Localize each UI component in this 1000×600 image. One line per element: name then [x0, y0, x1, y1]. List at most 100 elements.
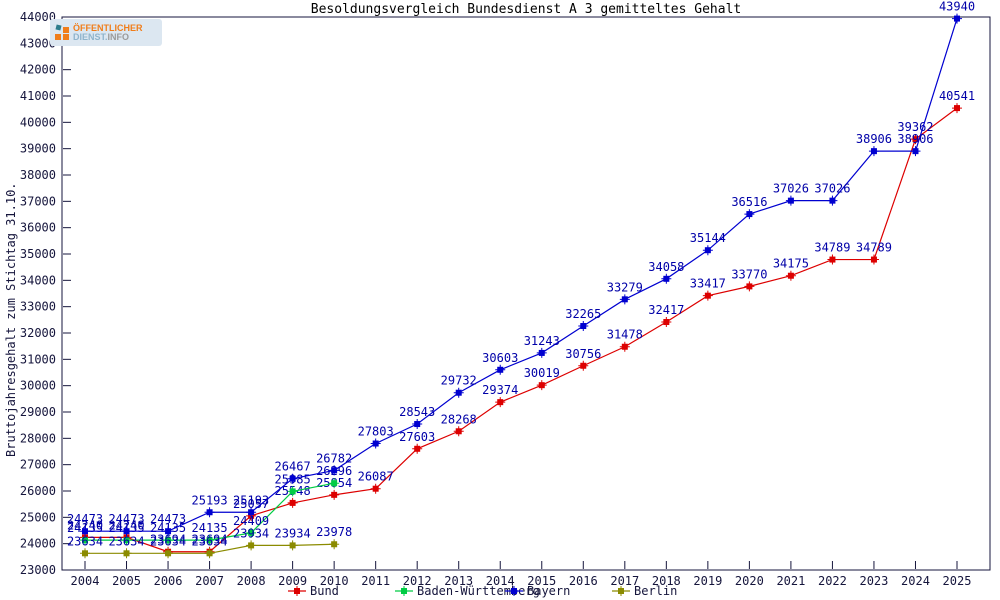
svg-text:23634: 23634 [150, 534, 186, 548]
svg-text:24473: 24473 [67, 512, 103, 526]
svg-text:28543: 28543 [399, 405, 435, 419]
svg-text:2025: 2025 [943, 574, 972, 588]
logo-orange-square [55, 33, 61, 40]
svg-text:29000: 29000 [20, 405, 56, 419]
svg-text:43940: 43940 [939, 0, 975, 14]
logo-orange-square [63, 26, 69, 33]
svg-text:27803: 27803 [358, 425, 394, 439]
svg-text:24240: 24240 [67, 518, 103, 532]
oeffentlicher-dienst-logo[interactable]: ÖFFENTLICHER DIENST.INFO [50, 19, 162, 46]
svg-text:29374: 29374 [482, 383, 518, 397]
svg-text:28000: 28000 [20, 431, 56, 445]
svg-text:24135: 24135 [192, 521, 228, 535]
svg-text:2004: 2004 [71, 574, 100, 588]
svg-text:24000: 24000 [20, 537, 56, 551]
svg-text:26467: 26467 [275, 460, 311, 474]
svg-text:2018: 2018 [652, 574, 681, 588]
svg-text:27603: 27603 [399, 430, 435, 444]
logo-squares-icon [53, 23, 70, 41]
legend-label-bayern: Bayern [527, 584, 571, 598]
svg-text:33417: 33417 [690, 277, 726, 291]
svg-text:2013: 2013 [444, 574, 473, 588]
svg-text:23000: 23000 [20, 563, 56, 577]
svg-text:2023: 2023 [859, 574, 888, 588]
svg-text:33770: 33770 [731, 267, 767, 281]
svg-text:2005: 2005 [112, 574, 141, 588]
series-Berlin: 23634 23634 23634 23634 23934 23934 23978 [67, 525, 352, 559]
svg-text:29732: 29732 [441, 374, 477, 388]
svg-text:2017: 2017 [610, 574, 639, 588]
svg-text:2021: 2021 [776, 574, 805, 588]
logo-teal-square [55, 23, 62, 31]
logo-info-text: INFO [107, 31, 130, 42]
svg-text:36000: 36000 [20, 221, 56, 235]
svg-text:36516: 36516 [731, 195, 767, 209]
svg-text:2019: 2019 [693, 574, 722, 588]
svg-text:24240: 24240 [108, 518, 144, 532]
svg-text:25057: 25057 [233, 497, 269, 511]
svg-text:23934: 23934 [275, 526, 311, 540]
legend-item-baden-wuerttemberg: Baden-Württemberg [395, 584, 540, 598]
svg-text:26087: 26087 [358, 470, 394, 484]
svg-text:38906: 38906 [897, 132, 933, 146]
svg-text:2022: 2022 [818, 574, 847, 588]
bund-line-marker-icon [288, 586, 306, 596]
logo-line2: DIENST.INFO [73, 31, 143, 42]
svg-text:38906: 38906 [856, 132, 892, 146]
bayern-line-marker-icon [505, 586, 523, 596]
legend-label-berlin: Berlin [634, 584, 678, 598]
svg-text:23934: 23934 [233, 526, 269, 540]
svg-text:35144: 35144 [690, 231, 726, 245]
svg-text:2014: 2014 [486, 574, 515, 588]
svg-text:41000: 41000 [20, 89, 56, 103]
series-Bayern: 24473 24473 24473 25193 25193 26467 26782 27803… [67, 0, 975, 537]
svg-text:2008: 2008 [237, 574, 266, 588]
svg-text:34789: 34789 [814, 241, 850, 255]
svg-text:31000: 31000 [20, 352, 56, 366]
svg-text:24409: 24409 [233, 514, 269, 528]
svg-text:38000: 38000 [20, 168, 56, 182]
svg-text:2011: 2011 [361, 574, 390, 588]
logo-dienst-text: DIENST. [73, 31, 108, 42]
berlin-line-marker-icon [612, 586, 630, 596]
svg-text:32000: 32000 [20, 326, 56, 340]
svg-text:26000: 26000 [20, 484, 56, 498]
svg-text:2007: 2007 [195, 574, 224, 588]
legend-item-berlin: Berlin [612, 584, 677, 598]
svg-text:23634: 23634 [108, 534, 144, 548]
logo-text: ÖFFENTLICHER DIENST.INFO [73, 23, 143, 42]
legend-item-bayern: Bayern [505, 584, 570, 598]
svg-text:32417: 32417 [648, 303, 684, 317]
svg-text:42000: 42000 [20, 63, 56, 77]
svg-text:44000: 44000 [20, 10, 56, 24]
baden-wuerttemberg-line-marker-icon [395, 586, 413, 596]
svg-text:34175: 34175 [773, 257, 809, 271]
svg-text:2006: 2006 [154, 574, 183, 588]
svg-text:2010: 2010 [320, 574, 349, 588]
svg-text:31243: 31243 [524, 334, 560, 348]
svg-text:32265: 32265 [565, 307, 601, 321]
svg-text:2024: 2024 [901, 574, 930, 588]
svg-text:26782: 26782 [316, 451, 352, 465]
svg-text:37026: 37026 [814, 182, 850, 196]
svg-text:2016: 2016 [569, 574, 598, 588]
svg-text:43000: 43000 [20, 36, 56, 50]
svg-text:25000: 25000 [20, 510, 56, 524]
legend: Bund Baden-Württemberg Bayern Berlin [0, 584, 1000, 600]
legend-item-bund: Bund [288, 584, 339, 598]
svg-text:34000: 34000 [20, 273, 56, 287]
legend-label-bund: Bund [310, 584, 339, 598]
svg-text:23634: 23634 [192, 534, 228, 548]
svg-text:2012: 2012 [403, 574, 432, 588]
svg-text:28268: 28268 [441, 412, 477, 426]
svg-text:34058: 34058 [648, 260, 684, 274]
svg-text:35000: 35000 [20, 247, 56, 261]
svg-text:40000: 40000 [20, 115, 56, 129]
svg-text:30019: 30019 [524, 366, 560, 380]
svg-text:2015: 2015 [527, 574, 556, 588]
svg-text:30603: 30603 [482, 351, 518, 365]
svg-text:34789: 34789 [856, 241, 892, 255]
svg-text:23634: 23634 [67, 534, 103, 548]
svg-text:30756: 30756 [565, 347, 601, 361]
